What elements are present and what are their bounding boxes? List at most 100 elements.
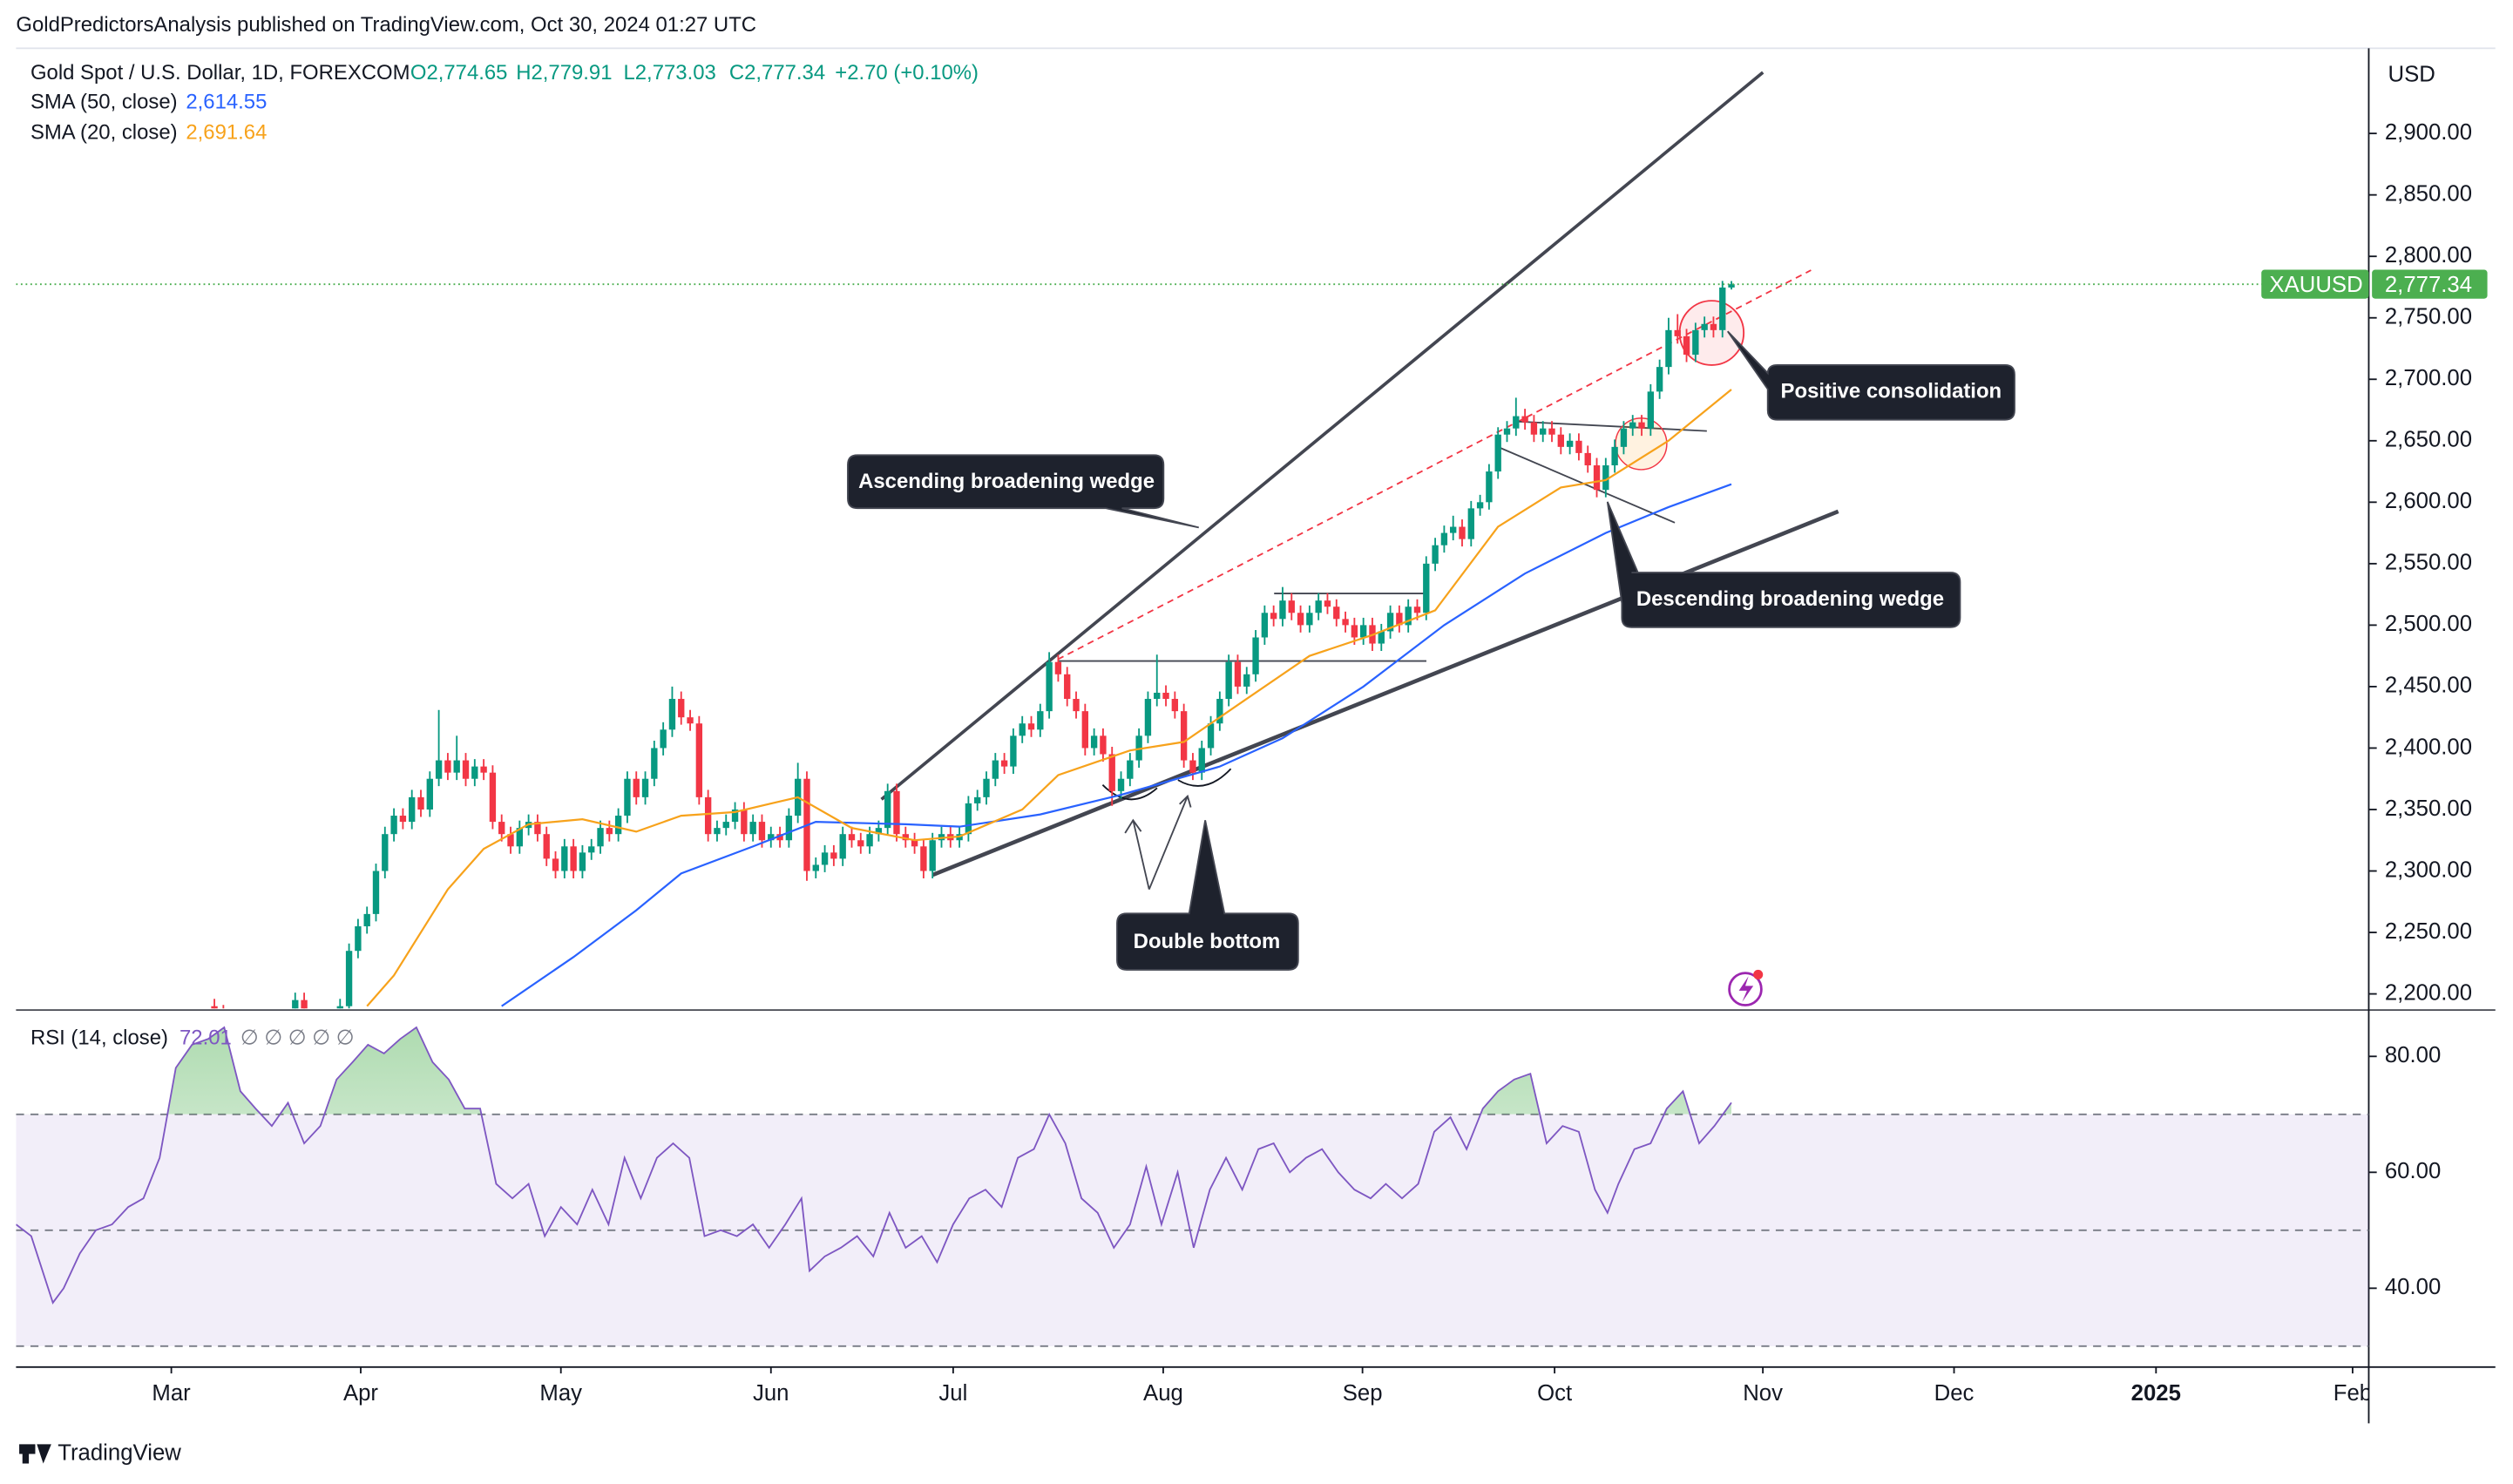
- candle-body: [651, 748, 658, 779]
- callout-box: [1606, 501, 1961, 628]
- ohlc: L2,773.03: [623, 61, 715, 85]
- candle-body: [1261, 613, 1269, 638]
- ohlc: H2,779.91: [516, 61, 612, 85]
- x-tick-label: 2025: [2131, 1381, 2181, 1406]
- candle-body: [1234, 661, 1242, 687]
- candle-body: [1117, 778, 1125, 791]
- candle-body: [1288, 600, 1295, 613]
- candle-body: [1198, 748, 1205, 773]
- rsi-value: 72.01: [180, 1027, 232, 1050]
- candle-body: [579, 852, 586, 871]
- y-tick-label: 2,250.00: [2385, 919, 2472, 944]
- y-tick-label: 2,200.00: [2385, 980, 2472, 1005]
- candle-body: [1064, 674, 1071, 700]
- rsi-title: RSI (14, close): [30, 1027, 168, 1050]
- logo: [19, 1444, 51, 1464]
- candle-body: [1073, 699, 1080, 712]
- candle-body: [992, 760, 999, 779]
- candle-body: [1090, 735, 1098, 749]
- candle-body: [1413, 606, 1421, 613]
- candle-body: [1279, 600, 1286, 620]
- candle-body: [1359, 625, 1367, 638]
- candle-body: [480, 766, 487, 773]
- candle-body: [552, 858, 559, 871]
- candle-body: [1127, 760, 1134, 779]
- candle-body: [660, 729, 667, 749]
- callout: Double bottom: [1116, 820, 1299, 971]
- rsi-pane: [16, 1026, 2369, 1347]
- candle-body: [821, 852, 829, 865]
- candle-body: [507, 834, 514, 847]
- legend-name: SMA (50, close): [30, 90, 178, 113]
- x-tick-label: Oct: [1537, 1381, 1572, 1406]
- candle-body: [678, 699, 685, 718]
- candle-body: [1540, 428, 1547, 435]
- candle-body: [462, 760, 470, 779]
- candle-body: [1593, 465, 1601, 491]
- candle-body: [1728, 284, 1735, 288]
- x-tick-label: Mar: [152, 1381, 191, 1406]
- y-tick-label: 2,700.00: [2385, 366, 2472, 390]
- candle-body: [1719, 287, 1726, 330]
- ohlc: C2,777.34: [729, 61, 825, 85]
- candle-body: [695, 723, 703, 797]
- change: +2.70 (+0.10%): [835, 61, 979, 85]
- candle-body: [561, 846, 568, 871]
- candle-body: [624, 778, 631, 817]
- candle-body: [902, 834, 909, 841]
- candle-body: [453, 760, 460, 773]
- candle-body: [857, 840, 864, 847]
- candle-body: [516, 828, 523, 847]
- replay-icon[interactable]: [1728, 969, 1764, 1006]
- candle-body: [220, 1013, 227, 1019]
- candle-body: [1396, 613, 1403, 626]
- candle-body: [355, 925, 362, 952]
- candle-body: [839, 834, 846, 859]
- callout: Descending broadening wedge: [1606, 501, 1961, 628]
- candle-body: [399, 816, 407, 823]
- candle-body: [1405, 606, 1412, 626]
- candle-body: [1270, 613, 1277, 620]
- candle-body: [1386, 613, 1394, 632]
- y-tick-label: 2,350.00: [2385, 796, 2472, 821]
- time-axis: Mar Apr May Jun Jul Aug Sep Oct Nov Dec 2025 Feb: [152, 1366, 2368, 1406]
- candle-body: [1306, 613, 1313, 626]
- candle-body: [714, 828, 721, 835]
- candle-body: [471, 766, 478, 779]
- y-tick-label: 2,900.00: [2385, 120, 2472, 145]
- candle-body: [1575, 440, 1582, 453]
- arrow: [1124, 794, 1192, 890]
- wedge-upper: [880, 71, 1765, 801]
- candle-body: [1216, 699, 1223, 724]
- candle-body: [1683, 335, 1690, 356]
- candle-body: [417, 796, 424, 810]
- candle-body: [1530, 422, 1538, 435]
- callout: Positive consolidation: [1726, 330, 2015, 421]
- candle-body: [409, 796, 416, 823]
- candle-body: [489, 772, 497, 823]
- candle-body: [597, 828, 604, 847]
- candle-body: [776, 834, 783, 841]
- candle-body: [1602, 465, 1609, 491]
- candle-body: [1629, 422, 1636, 429]
- candle-body: [1674, 329, 1681, 336]
- candle-body: [390, 816, 397, 835]
- symbol-title: Gold Spot / U.S. Dollar, 1D, FOREXCOM: [30, 61, 410, 85]
- candle-body: [534, 822, 541, 835]
- x-tick-label: Apr: [343, 1381, 378, 1406]
- y-tick-label: 2,750.00: [2385, 305, 2472, 329]
- candle-body: [1000, 760, 1008, 767]
- y-tick-label: 2,450.00: [2385, 674, 2472, 698]
- line: [16, 1026, 1732, 1304]
- published: GoldPredictorsAnalysis published on Trad…: [16, 13, 756, 37]
- callout: Ascending broadening wedge: [847, 454, 1200, 529]
- candle-body: [830, 852, 837, 859]
- ohlc: O2,774.65: [410, 61, 508, 85]
- candle-body: [929, 840, 936, 871]
- callout-text: Ascending broadening wedge: [858, 470, 1155, 493]
- callout-text: Double bottom: [1134, 930, 1281, 953]
- candle-body: [1100, 735, 1107, 755]
- candle-body: [435, 760, 443, 779]
- rsi-placeholders: ∅ ∅ ∅ ∅ ∅: [240, 1027, 355, 1050]
